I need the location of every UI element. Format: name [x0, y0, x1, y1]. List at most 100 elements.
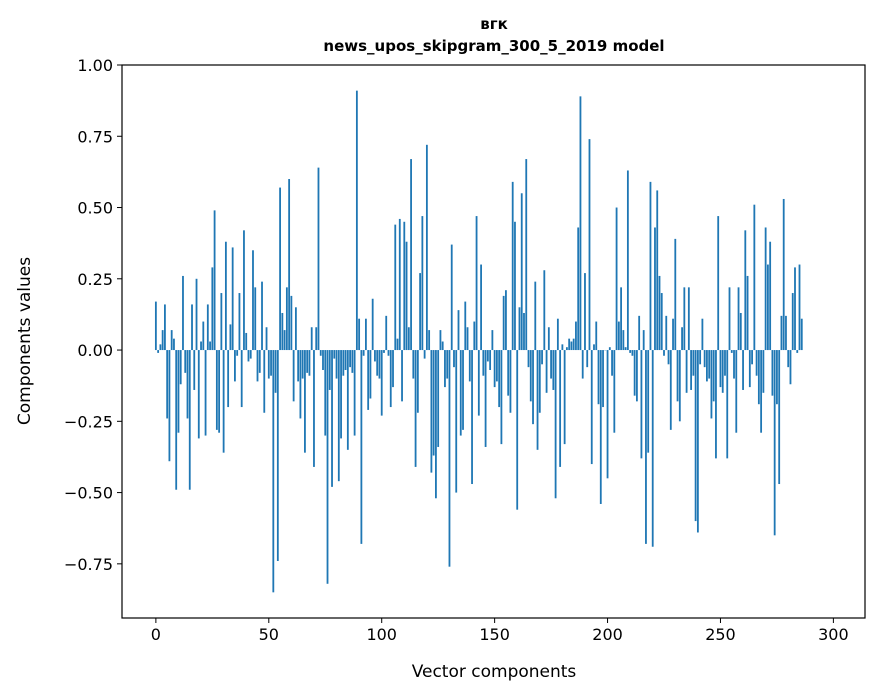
bar-9	[175, 350, 178, 490]
bar-149	[491, 330, 494, 351]
bar-90	[358, 318, 361, 351]
bar-94	[367, 350, 370, 410]
bar-260	[742, 350, 744, 390]
bar-11	[179, 350, 182, 385]
bar-81	[337, 350, 340, 482]
bar-89	[355, 90, 358, 351]
bar-158	[511, 181, 514, 351]
bar-35	[234, 350, 236, 382]
bar-213	[636, 350, 638, 402]
bar-283	[794, 267, 796, 351]
bar-125	[437, 350, 440, 447]
bar-202	[611, 350, 613, 376]
bar-86	[349, 350, 351, 368]
bar-130	[448, 350, 451, 567]
bar-150	[493, 350, 496, 388]
bar-259	[739, 312, 742, 351]
bar-285	[798, 264, 801, 351]
bar-249	[717, 216, 720, 351]
bar-118	[421, 216, 424, 351]
bar-271	[766, 264, 769, 351]
y-tick-label: 0.75	[77, 127, 113, 146]
bar-282	[791, 293, 794, 351]
bar-210	[629, 350, 632, 353]
bar-82	[340, 350, 342, 439]
bar-160	[516, 350, 519, 510]
bar-137	[464, 301, 467, 351]
bar-1	[157, 350, 160, 353]
bar-155	[505, 290, 507, 351]
bar-96	[371, 298, 374, 351]
bar-57	[283, 330, 286, 351]
bar-237	[690, 350, 693, 390]
bar-174	[547, 327, 550, 351]
bar-76	[326, 350, 329, 584]
y-tick-label: −0.25	[64, 412, 113, 431]
bar-85	[346, 350, 349, 450]
bar-110	[403, 221, 406, 351]
bar-87	[351, 350, 354, 373]
bar-10	[177, 350, 180, 433]
bar-223	[658, 275, 661, 351]
bar-265	[753, 204, 756, 351]
bar-255	[730, 350, 733, 353]
chart-subtitle: news_upos_skipgram_300_5_2019 model	[323, 37, 664, 55]
bar-51	[270, 350, 272, 376]
bar-257	[735, 350, 738, 433]
bar-43	[252, 250, 254, 351]
bar-113	[410, 159, 412, 351]
bar-71	[315, 327, 318, 351]
bar-147	[486, 350, 489, 362]
bar-128	[444, 350, 446, 388]
bar-162	[520, 193, 523, 351]
bar-247	[712, 350, 715, 402]
bar-226	[665, 315, 668, 351]
bar-176	[552, 350, 555, 390]
bar-214	[638, 315, 641, 351]
bar-27	[215, 350, 218, 430]
bar-279	[785, 315, 787, 351]
bar-222	[656, 190, 659, 351]
bar-129	[446, 350, 449, 379]
bar-236	[687, 287, 690, 351]
bar-58	[285, 287, 288, 351]
bar-143	[477, 350, 480, 416]
bar-167	[532, 350, 534, 425]
bar-250	[719, 350, 722, 388]
bar-6	[168, 350, 171, 462]
bar-152	[498, 350, 501, 408]
bar-31	[224, 241, 227, 351]
bar-98	[376, 350, 379, 376]
bar-48	[263, 350, 266, 413]
bar-5	[166, 350, 169, 419]
bar-52	[272, 350, 275, 593]
bar-60	[290, 295, 293, 351]
bar-159	[514, 221, 516, 351]
bar-12	[182, 275, 184, 351]
bar-148	[489, 350, 492, 370]
bar-209	[626, 170, 629, 351]
bar-28	[218, 350, 221, 433]
bar-201	[608, 347, 611, 351]
bar-103	[387, 350, 390, 356]
bar-195	[595, 321, 598, 351]
bar-225	[663, 350, 665, 356]
bar-284	[796, 350, 799, 353]
bar-133	[455, 350, 458, 493]
bar-23	[206, 304, 209, 351]
bar-74	[322, 350, 324, 370]
bar-204	[615, 207, 618, 351]
bar-13	[184, 350, 187, 373]
bar-254	[728, 287, 731, 351]
bar-73	[319, 350, 322, 356]
bar-69	[310, 327, 313, 351]
bar-173	[545, 350, 548, 393]
y-axis-label: Components values	[15, 257, 35, 425]
bar-95	[369, 350, 372, 399]
bar-272	[769, 241, 772, 351]
bar-64	[299, 350, 302, 419]
bar-102	[385, 315, 388, 351]
bar-131	[450, 244, 453, 351]
bar-30	[222, 350, 225, 453]
bar-186	[575, 321, 577, 351]
